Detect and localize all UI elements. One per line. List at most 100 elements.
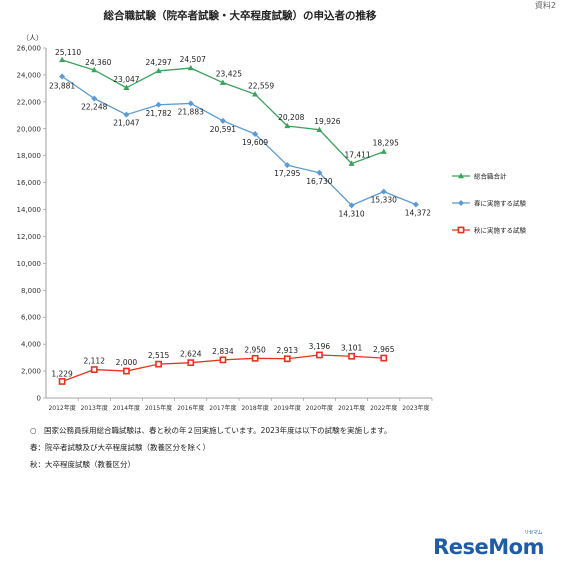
data-point-diamond <box>91 95 98 102</box>
data-label: 21,047 <box>113 119 139 128</box>
data-point-triangle <box>155 67 162 74</box>
data-label: 22,559 <box>248 81 274 90</box>
data-point-square <box>348 352 355 360</box>
data-label: 23,047 <box>113 75 139 84</box>
data-label: 20,591 <box>210 125 236 134</box>
data-label: 21,883 <box>178 107 204 116</box>
data-label: 3,196 <box>309 342 331 351</box>
data-point-diamond <box>123 111 130 118</box>
data-point-square <box>457 226 465 234</box>
data-label: 19,609 <box>242 138 268 147</box>
data-point-triangle <box>187 64 194 71</box>
y-tick-label: 24,000 <box>17 71 42 79</box>
y-tick-label: 10,000 <box>17 260 42 268</box>
data-point-diamond <box>380 188 387 195</box>
note-line-3: 秋：大卒程度試験（教養区分） <box>30 460 135 469</box>
data-point-triangle <box>458 172 464 179</box>
data-point-square <box>283 355 291 363</box>
x-tick-label: 2020年度 <box>306 404 333 412</box>
data-point-square <box>316 351 323 359</box>
data-point-diamond <box>284 162 291 169</box>
note-line-2: 春：院卒者試験及び大卒程度試験（教養区分を除く） <box>30 443 210 452</box>
data-point-triangle <box>91 66 98 73</box>
data-label: 19,926 <box>314 117 340 126</box>
data-point-square <box>155 360 162 368</box>
data-point-triangle <box>380 148 387 154</box>
data-point-diamond <box>219 117 226 124</box>
data-point-square <box>380 354 388 362</box>
note-line-1: ○ 国家公務員採用総合職試験は、春と秋の年２回実施しています。2023年度は以下… <box>30 426 392 435</box>
x-tick-label: 2021年度 <box>338 404 365 412</box>
data-point-diamond <box>412 201 419 208</box>
logo-subtext: リセマム <box>523 530 543 536</box>
data-point-triangle <box>348 160 355 166</box>
data-label: 15,330 <box>371 196 397 205</box>
data-point-diamond <box>155 101 162 108</box>
legend-label: 総合職合計 <box>474 172 507 181</box>
y-tick-label: 18,000 <box>17 152 42 160</box>
data-point-square <box>123 367 130 375</box>
data-label: 14,372 <box>405 209 431 218</box>
data-label: 14,310 <box>338 209 364 218</box>
legend-label: 春に実施する試験 <box>474 199 527 208</box>
data-point-square <box>58 378 66 385</box>
x-tick-label: 2013年度 <box>81 404 108 412</box>
data-point-diamond <box>187 100 194 107</box>
corner-tag: 資料2 <box>534 1 556 10</box>
x-tick-label: 2017年度 <box>209 404 236 412</box>
data-point-triangle <box>284 122 291 129</box>
data-label: 17,411 <box>344 151 370 160</box>
data-label: 2,112 <box>84 357 106 366</box>
y-tick-label: 2,000 <box>21 368 41 376</box>
data-label: 2,950 <box>244 345 266 354</box>
data-label: 23,425 <box>216 70 242 79</box>
x-tick-label: 2016年度 <box>177 404 204 412</box>
y-tick-label: 14,000 <box>17 206 42 214</box>
logo-text: ReseMom <box>433 535 544 559</box>
data-point-triangle <box>59 56 66 63</box>
data-point-square <box>90 366 98 373</box>
y-tick-label: 20,000 <box>17 125 42 133</box>
data-point-diamond <box>348 202 355 209</box>
series-line <box>61 75 417 207</box>
data-label: 18,295 <box>373 139 399 148</box>
notes: ○ 国家公務員採用総合職試験は、春と秋の年２回実施しています。2023年度は以下… <box>30 422 391 473</box>
data-label: 16,730 <box>306 177 332 186</box>
data-label: 1,229 <box>51 369 73 378</box>
data-label: 2,000 <box>116 358 138 367</box>
data-point-square <box>187 359 195 367</box>
data-point-triangle <box>219 79 226 85</box>
chart-title: 総合職試験（院卒者試験・大卒程度試験）の申込者の推移 <box>103 10 377 22</box>
data-point-square <box>219 356 227 364</box>
data-point-diamond <box>252 131 259 138</box>
data-point-triangle <box>123 84 130 90</box>
x-tick-label: 2015年度 <box>145 404 172 412</box>
data-label: 24,507 <box>180 55 206 64</box>
data-label: 3,101 <box>341 343 363 352</box>
y-tick-label: 16,000 <box>17 179 42 187</box>
data-label: 24,297 <box>145 58 171 67</box>
y-tick-label: 4,000 <box>21 341 41 349</box>
y-tick-label: 0 <box>37 395 41 403</box>
data-point-triangle <box>252 91 259 97</box>
x-tick-label: 2019年度 <box>274 404 301 412</box>
y-tick-label: 22,000 <box>17 98 42 106</box>
y-tick-label: 12,000 <box>17 233 42 241</box>
data-label: 21,782 <box>145 109 171 118</box>
data-label: 2,515 <box>148 351 170 360</box>
x-tick-label: 2018年度 <box>241 404 268 412</box>
y-tick-label: 8,000 <box>21 287 41 295</box>
data-label: 23,881 <box>49 82 75 91</box>
data-point-diamond <box>316 169 323 176</box>
data-point-diamond <box>458 200 464 206</box>
data-label: 2,913 <box>277 346 299 355</box>
data-label: 2,965 <box>373 345 395 354</box>
x-tick-label: 2022年度 <box>370 404 397 412</box>
resemom-logo: ReseMom リセマム <box>433 530 544 559</box>
data-label: 20,208 <box>278 113 304 122</box>
data-point-triangle <box>316 126 323 132</box>
data-label: 17,295 <box>274 169 300 178</box>
x-tick-label: 2014年度 <box>113 404 140 412</box>
data-label: 24,360 <box>85 58 111 67</box>
data-label: 25,110 <box>55 48 81 57</box>
